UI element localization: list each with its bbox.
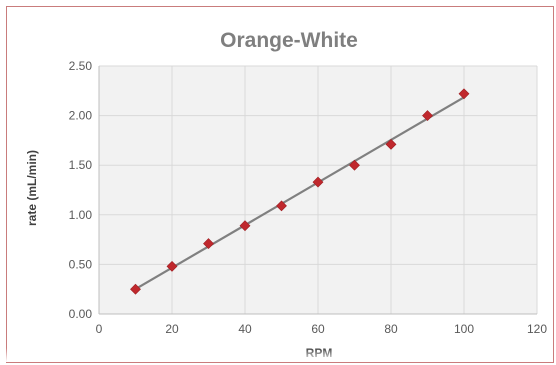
x-tick-label: 120 xyxy=(527,322,547,336)
data-point xyxy=(385,138,397,150)
y-tick-label: 0.50 xyxy=(69,257,93,271)
y-tick-label: 1.50 xyxy=(69,158,93,172)
data-point xyxy=(276,200,287,212)
data-point xyxy=(130,283,141,295)
y-axis-ticks: 0.00 0.50 1.00 1.50 2.00 2.50 xyxy=(69,59,93,321)
x-tick-label: 40 xyxy=(238,322,252,336)
y-tick-label: 0.00 xyxy=(69,307,93,321)
chart-frame: 0.00 0.50 1.00 1.50 2.00 2.50 0 20 40 60 80 100 120… xyxy=(6,6,554,363)
y-tick-label: 2.50 xyxy=(69,59,93,73)
chart-title: Orange-White xyxy=(220,29,358,52)
trendline-group xyxy=(134,96,465,291)
x-axis-ticks: 0 20 40 60 80 100 120 xyxy=(96,322,548,336)
y-axis-title: rate (mL/min) xyxy=(25,150,39,226)
x-tick-label: 80 xyxy=(384,322,398,336)
data-point xyxy=(203,238,214,249)
x-tick-label: 20 xyxy=(165,322,179,336)
data-point xyxy=(312,176,324,188)
trendline xyxy=(134,96,465,291)
data-point xyxy=(349,159,360,171)
scatter-chart: 0.00 0.50 1.00 1.50 2.00 2.50 0 20 40 60 80 100 120… xyxy=(25,29,548,360)
x-tick-label: 0 xyxy=(96,322,103,336)
data-point xyxy=(239,220,251,232)
data-point xyxy=(458,88,470,100)
x-tick-label: 100 xyxy=(454,322,474,336)
y-tick-label: 2.00 xyxy=(69,109,93,123)
data-point xyxy=(422,110,433,122)
x-tick-label: 60 xyxy=(311,322,325,336)
data-points xyxy=(130,88,470,295)
x-axis-title: RPM xyxy=(306,346,333,360)
gridlines xyxy=(98,65,538,315)
y-tick-label: 1.00 xyxy=(69,208,93,222)
data-point xyxy=(166,260,178,272)
